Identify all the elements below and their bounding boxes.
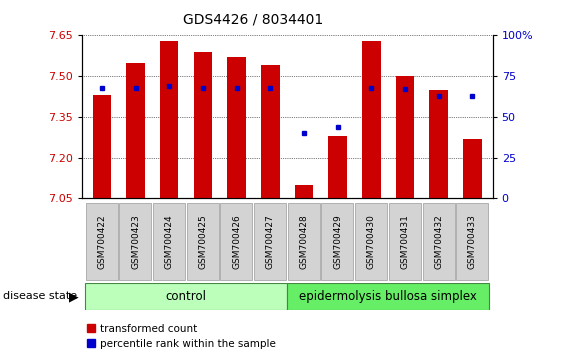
FancyBboxPatch shape bbox=[456, 203, 488, 280]
Bar bbox=[261, 65, 280, 198]
Text: GSM700429: GSM700429 bbox=[333, 214, 342, 269]
Text: GSM700427: GSM700427 bbox=[266, 214, 275, 269]
Text: GSM700428: GSM700428 bbox=[300, 214, 309, 269]
Text: GSM700423: GSM700423 bbox=[131, 214, 140, 269]
FancyBboxPatch shape bbox=[287, 283, 489, 310]
FancyBboxPatch shape bbox=[86, 203, 118, 280]
Text: GSM700422: GSM700422 bbox=[97, 214, 106, 269]
Text: GSM700430: GSM700430 bbox=[367, 214, 376, 269]
Text: GSM700433: GSM700433 bbox=[468, 214, 477, 269]
Bar bbox=[396, 76, 414, 198]
FancyBboxPatch shape bbox=[355, 203, 387, 280]
Text: control: control bbox=[166, 290, 207, 303]
FancyBboxPatch shape bbox=[288, 203, 320, 280]
Text: GSM700425: GSM700425 bbox=[198, 214, 207, 269]
Bar bbox=[294, 185, 313, 198]
Bar bbox=[227, 57, 246, 198]
FancyBboxPatch shape bbox=[119, 203, 151, 280]
Bar bbox=[463, 138, 482, 198]
Text: epidermolysis bullosa simplex: epidermolysis bullosa simplex bbox=[300, 290, 477, 303]
Legend: transformed count, percentile rank within the sample: transformed count, percentile rank withi… bbox=[87, 324, 276, 349]
Bar bbox=[328, 136, 347, 198]
Text: ▶: ▶ bbox=[69, 290, 79, 303]
Bar bbox=[194, 52, 212, 198]
Text: GSM700431: GSM700431 bbox=[400, 214, 409, 269]
FancyBboxPatch shape bbox=[221, 203, 252, 280]
Bar bbox=[430, 90, 448, 198]
Text: GSM700424: GSM700424 bbox=[165, 214, 174, 269]
FancyBboxPatch shape bbox=[153, 203, 185, 280]
Text: GSM700432: GSM700432 bbox=[434, 214, 443, 269]
Bar bbox=[126, 63, 145, 198]
FancyBboxPatch shape bbox=[254, 203, 286, 280]
Text: GDS4426 / 8034401: GDS4426 / 8034401 bbox=[183, 12, 324, 27]
Bar bbox=[160, 41, 178, 198]
FancyBboxPatch shape bbox=[423, 203, 454, 280]
Text: disease state: disease state bbox=[3, 291, 77, 302]
Bar bbox=[92, 95, 111, 198]
FancyBboxPatch shape bbox=[187, 203, 219, 280]
Bar bbox=[362, 41, 381, 198]
FancyBboxPatch shape bbox=[389, 203, 421, 280]
FancyBboxPatch shape bbox=[85, 283, 287, 310]
Text: GSM700426: GSM700426 bbox=[232, 214, 241, 269]
FancyBboxPatch shape bbox=[321, 203, 354, 280]
